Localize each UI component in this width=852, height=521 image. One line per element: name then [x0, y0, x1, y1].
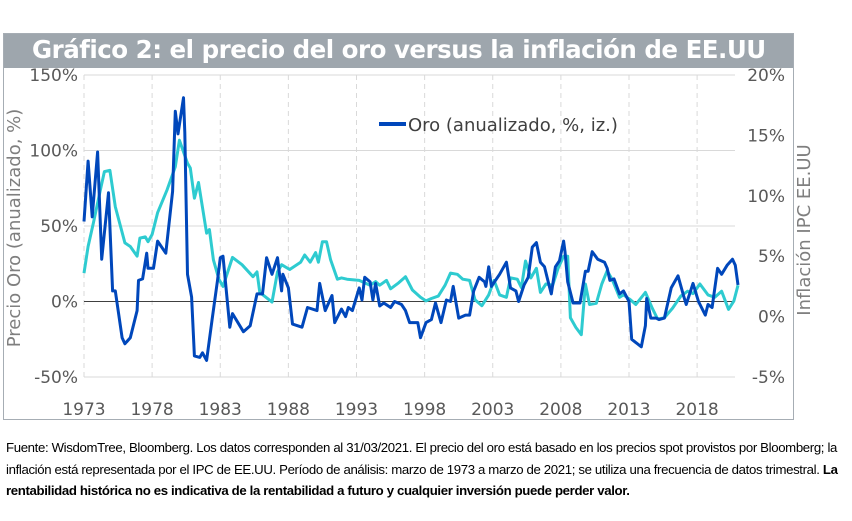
- y2-tick-label: 0%: [758, 308, 785, 328]
- chart: 1973 1978 1983 1988 1993 1998 2003 2008 2013 2018…: [4, 66, 815, 420]
- y-tick-label: 50%: [40, 217, 78, 237]
- x-tick-label: 2003: [471, 400, 514, 420]
- y2-tick-label: 15%: [747, 126, 785, 146]
- legend-label-gold: Oro (anualizado, %, iz.): [408, 115, 618, 136]
- legend: Oro (anualizado, %, iz.): [379, 115, 618, 136]
- series-line-gold: [82, 96, 740, 362]
- x-tick-label: 2018: [675, 400, 718, 420]
- y2-tick-label: -5%: [752, 368, 785, 388]
- y-tick-label: 100%: [29, 142, 78, 162]
- gridlines: [83, 74, 735, 378]
- y-tick-label: -50%: [34, 368, 78, 388]
- x-tick-label: 1973: [62, 400, 105, 420]
- y-axis-title: Precio Oro (anualizado, %): [4, 109, 25, 348]
- x-tick-label: 1993: [335, 400, 378, 420]
- series-line-inflation: [82, 138, 740, 337]
- chart-title: Gráfico 2: el precio del oro versus la i…: [32, 35, 766, 64]
- series-lines: [82, 96, 740, 362]
- y2-axis-title: Inflación IPC EE.UU: [794, 144, 815, 315]
- y2-tick-label: 20%: [747, 66, 785, 86]
- title-bar: Gráfico 2: el precio del oro versus la i…: [4, 34, 793, 68]
- y-tick-label: 0%: [51, 293, 78, 313]
- tick-labels: 1973 1978 1983 1988 1993 1998 2003 2008 2013 2018…: [29, 66, 785, 420]
- y2-tick-label: 10%: [747, 187, 785, 207]
- x-tick-label: 2008: [539, 400, 582, 420]
- x-tick-label: 1988: [267, 400, 310, 420]
- y-tick-label: 150%: [29, 66, 78, 86]
- x-tick-label: 1978: [130, 400, 173, 420]
- source-text: Fuente: WisdomTree, Bloomberg. Los datos…: [6, 440, 838, 477]
- y2-tick-label: 5%: [758, 247, 785, 267]
- x-tick-label: 2013: [607, 400, 650, 420]
- chart-frame: [3, 33, 794, 420]
- source-note: Fuente: WisdomTree, Bloomberg. Los datos…: [6, 437, 848, 502]
- x-tick-label: 1998: [403, 400, 446, 420]
- disclaimer-text: La rentabilidad histórica no es indicati…: [6, 461, 838, 499]
- x-tick-label: 1983: [199, 400, 242, 420]
